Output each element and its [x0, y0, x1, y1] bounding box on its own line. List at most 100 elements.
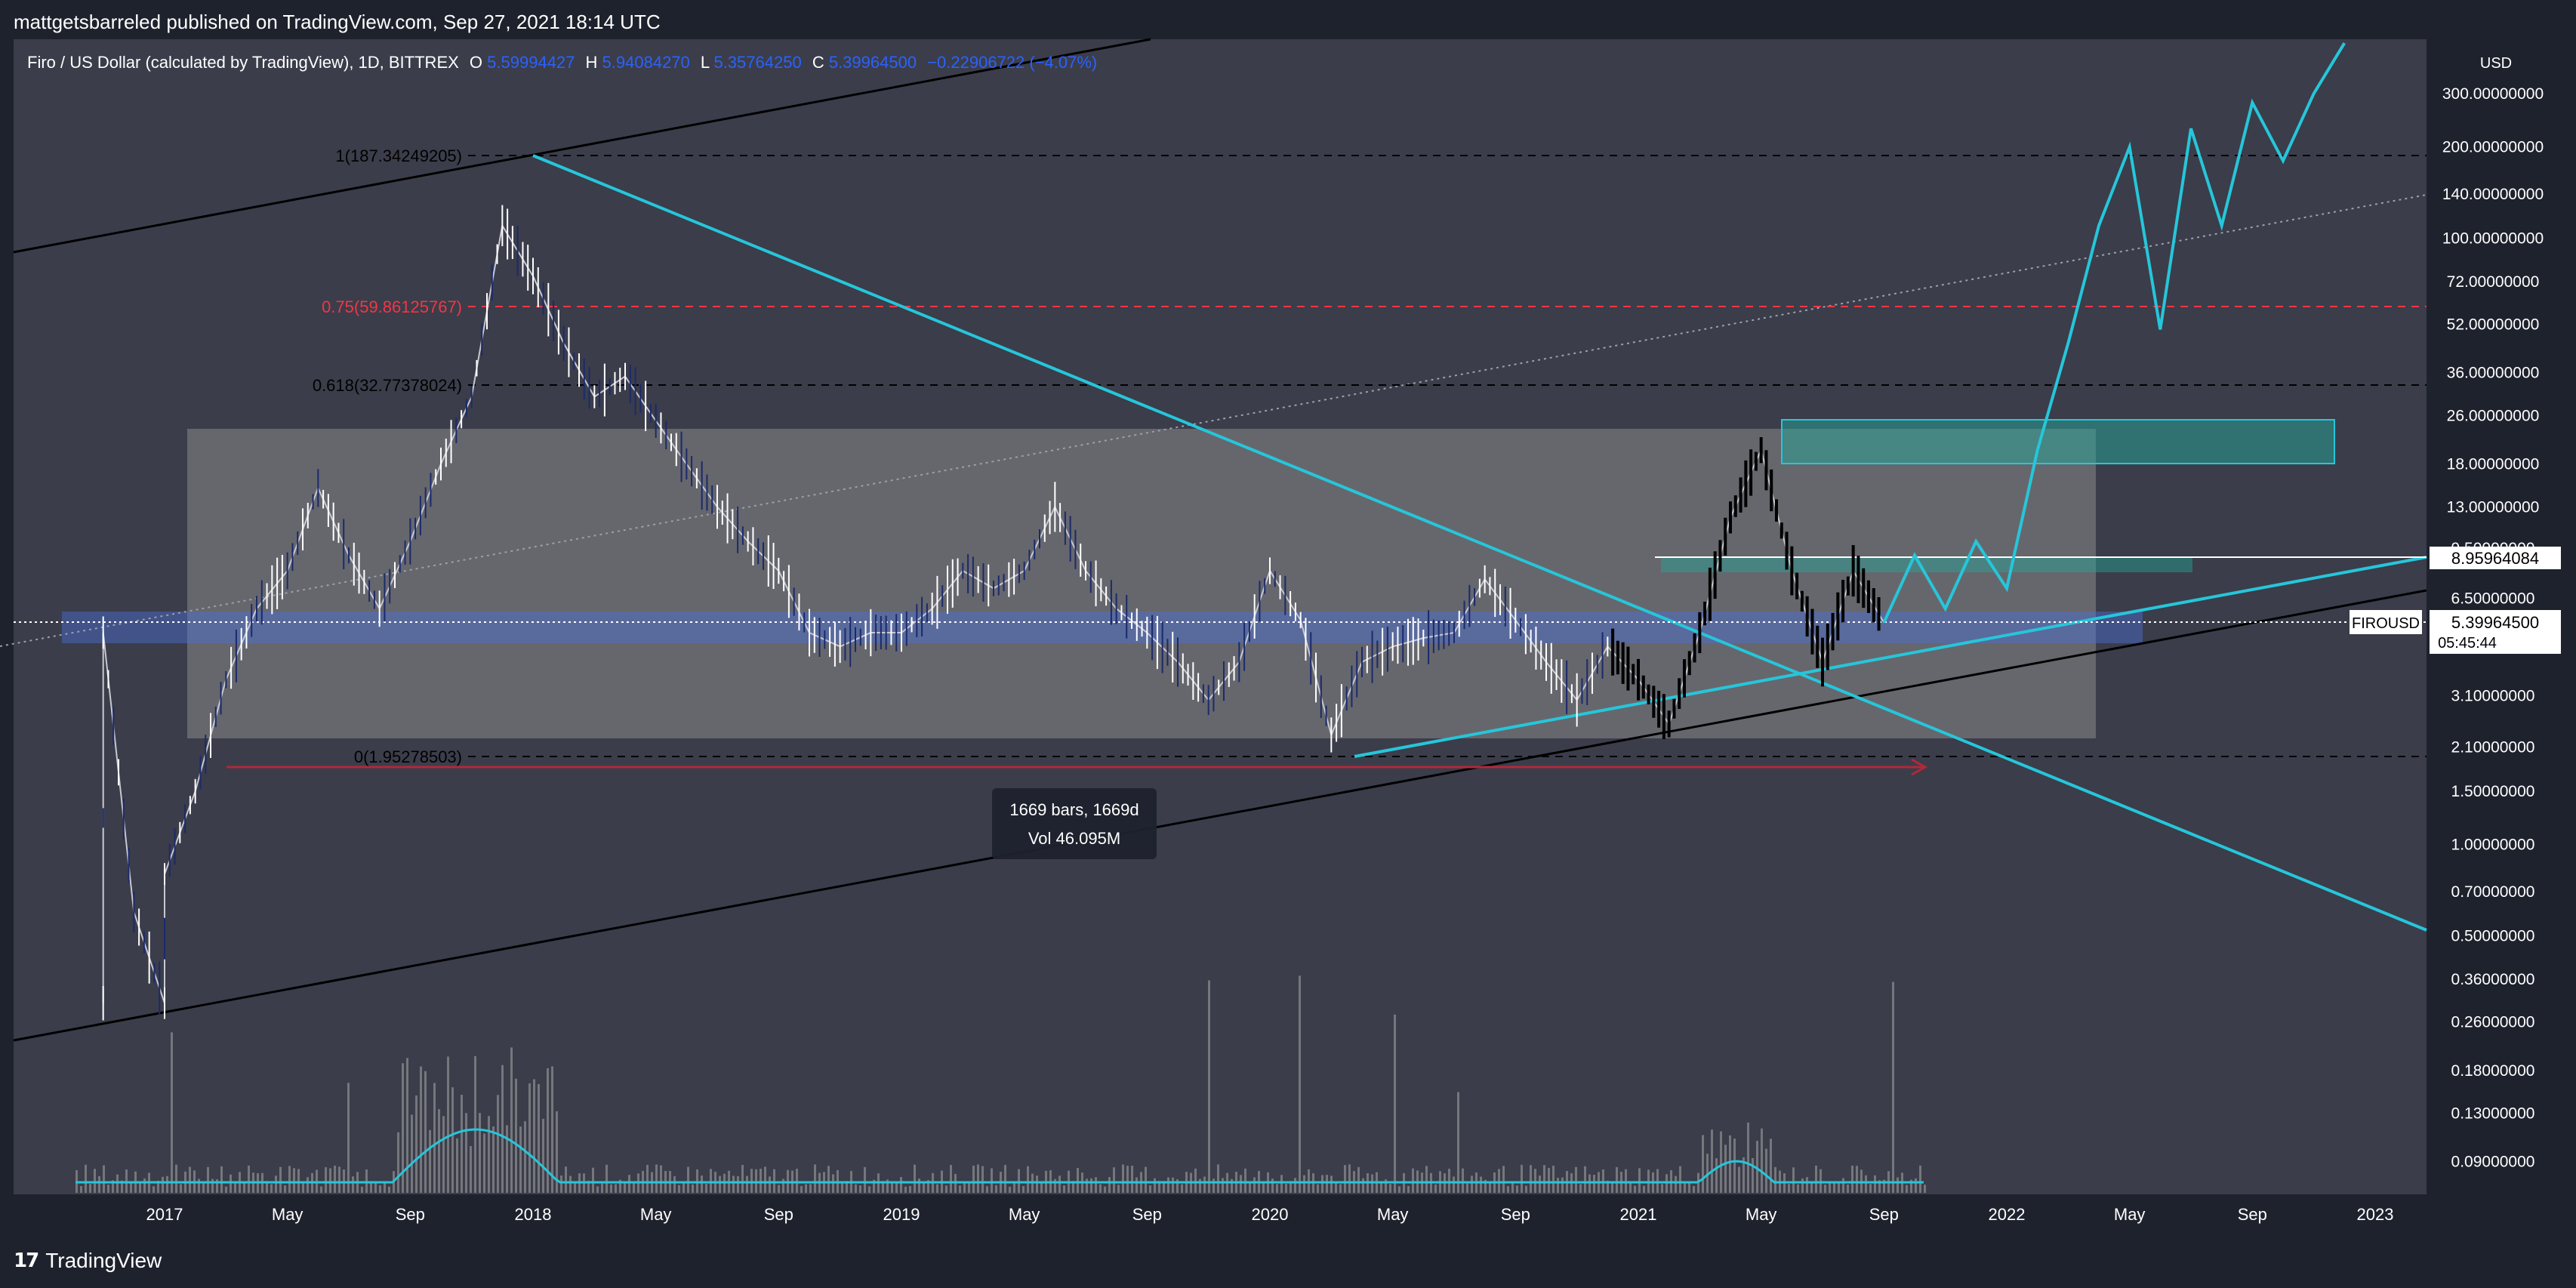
volume-bar — [596, 1186, 599, 1193]
volume-bar — [1634, 1185, 1636, 1193]
volume-bar — [805, 1184, 807, 1193]
volume-bar — [1149, 1185, 1151, 1193]
symbol-legend: Firo / US Dollar (calculated by TradingV… — [27, 53, 1097, 72]
volume-bar — [406, 1058, 408, 1193]
volume-bar — [1643, 1185, 1645, 1193]
volume-bar — [1063, 1185, 1065, 1193]
time-tick: 2017 — [146, 1205, 183, 1224]
current-price-value: 5.39964500 — [2451, 613, 2539, 632]
channel-lower-line[interactable] — [13, 589, 2427, 1042]
time-tick: May — [1009, 1205, 1040, 1224]
volume-bar — [673, 1176, 676, 1193]
price-tick: 1.50000000 — [2451, 783, 2535, 800]
range-box[interactable] — [187, 429, 2096, 738]
volume-bar — [1176, 1179, 1179, 1193]
price-tick: 0.36000000 — [2451, 971, 2535, 988]
volume-bar — [1203, 1176, 1206, 1193]
volume-bar — [207, 1166, 209, 1193]
volume-bar — [814, 1164, 816, 1193]
volume-bar — [501, 1065, 504, 1193]
volume-bar — [488, 1116, 490, 1193]
projection-path[interactable] — [1882, 42, 2346, 624]
channel-upper-line[interactable] — [13, 38, 1151, 254]
volume-bar — [1380, 1183, 1382, 1193]
volume-bar — [882, 1181, 884, 1193]
volume-bar — [592, 1167, 594, 1193]
volume-bar — [1665, 1174, 1668, 1193]
volume-bar — [379, 1185, 381, 1193]
volume-bar — [1539, 1176, 1541, 1193]
volume-bar — [225, 1186, 227, 1193]
volume-bar — [1548, 1168, 1550, 1193]
volume-bar — [1724, 1145, 1727, 1193]
volume-bar — [1806, 1177, 1808, 1193]
volume-bar — [1086, 1179, 1088, 1193]
volume-bar — [1742, 1157, 1745, 1193]
volume-bar — [1815, 1165, 1817, 1193]
volume-bar — [1534, 1169, 1536, 1193]
tradingview-logo[interactable]: 17 TradingView — [14, 1247, 162, 1274]
support-zone[interactable] — [62, 612, 2143, 643]
price-axis-unit: USD — [2480, 55, 2512, 72]
legend-symbol: Firo / US Dollar (calculated by TradingV… — [27, 53, 459, 72]
volume-bar — [1466, 1183, 1468, 1193]
descending-trendline[interactable] — [532, 154, 2427, 932]
volume-bar — [1022, 1186, 1025, 1193]
volume-bar — [1036, 1176, 1038, 1193]
volume-bar — [551, 1066, 553, 1193]
ascending-trendline[interactable] — [1354, 556, 2427, 758]
volume-bar — [1276, 1184, 1278, 1193]
volume-bar — [424, 1071, 427, 1193]
volume-bar — [760, 1169, 762, 1193]
volume-bar — [873, 1179, 875, 1193]
volume-bar — [1217, 1164, 1219, 1193]
legend-change: −0.22906722 (−4.07%) — [927, 53, 1097, 72]
volume-bar — [220, 1166, 223, 1193]
volume-bar — [1199, 1179, 1201, 1193]
volume-bar — [1557, 1178, 1559, 1193]
volume-bar — [1489, 1182, 1491, 1193]
volume-bar — [615, 1184, 617, 1193]
volume-bar — [103, 1165, 105, 1193]
volume-bar — [1181, 1184, 1183, 1193]
volume-bar — [732, 1176, 735, 1193]
volume-bar — [959, 1185, 961, 1193]
time-tick: Sep — [1869, 1205, 1899, 1224]
volume-bar — [1521, 1164, 1523, 1193]
volume-bar — [284, 1185, 286, 1193]
volume-bar — [121, 1180, 123, 1193]
time-axis[interactable] — [14, 1194, 2427, 1234]
volume-bar — [538, 1083, 540, 1193]
volume-bar — [153, 1186, 155, 1193]
volume-bar — [1833, 1182, 1835, 1193]
volume-bar — [1462, 1168, 1464, 1193]
level-marker[interactable]: 8.95964084 — [2430, 547, 2561, 569]
price-tick: 72.00000000 — [2447, 273, 2540, 291]
volume-bar — [628, 1175, 630, 1193]
volume-bar — [1584, 1166, 1586, 1193]
time-tick: 2023 — [2357, 1205, 2394, 1224]
volume-bar — [542, 1118, 544, 1193]
volume-bar — [1453, 1176, 1455, 1193]
volume-bar — [1878, 1180, 1881, 1193]
volume-bar — [1231, 1179, 1233, 1193]
channel-mid-line[interactable] — [0, 194, 2427, 647]
price-tick: 13.00000000 — [2447, 498, 2540, 516]
volume-bar — [402, 1063, 404, 1193]
volume-bar — [1362, 1178, 1364, 1193]
teal-zone-lower[interactable] — [1661, 557, 2192, 572]
fib-label-0618: 0.618(32.77378024) — [313, 376, 462, 395]
volume-bar — [420, 1066, 422, 1193]
volume-bar — [1507, 1186, 1509, 1193]
volume-bar — [1194, 1168, 1197, 1193]
volume-bar — [1394, 1014, 1396, 1193]
current-price-marker[interactable]: FIROUSD 5.39964500 05:45:44 — [2350, 610, 2561, 654]
volume-bar — [461, 1095, 463, 1193]
volume-bar — [755, 1169, 757, 1193]
volume-bar — [266, 1181, 268, 1193]
volume-bar — [977, 1164, 979, 1193]
teal-zone-upper[interactable] — [1781, 419, 2335, 464]
candles[interactable] — [102, 205, 1881, 1021]
volume-bar — [1561, 1177, 1564, 1193]
